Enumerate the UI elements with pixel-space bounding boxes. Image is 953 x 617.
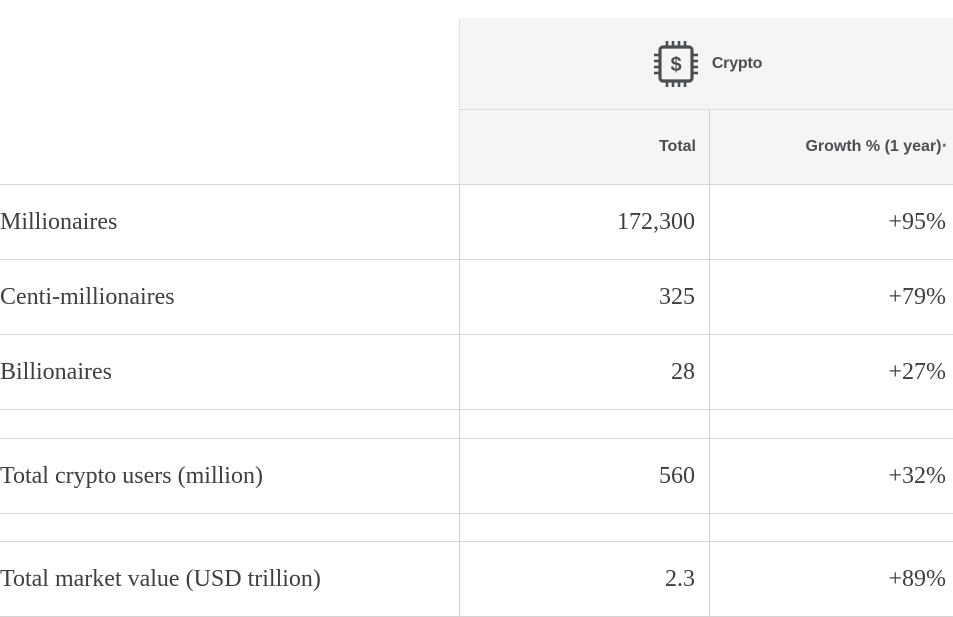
row-divider: [0, 184, 953, 185]
footnote-marker: *: [942, 142, 946, 152]
column-divider-total-growth: [709, 110, 710, 617]
table-row-centi-millionaires: Centi-millionaires 325 +79%: [0, 260, 953, 334]
column-header-total-label: Total: [658, 138, 696, 155]
row-divider: [0, 259, 953, 260]
growth-value: +89%: [888, 565, 946, 592]
total-value: 560: [659, 462, 695, 489]
growth-value: +95%: [888, 208, 946, 235]
total-value: 172,300: [617, 208, 695, 235]
column-divider-label-total: [459, 184, 460, 617]
table-row-millionaires: Millionaires 172,300 +95%: [0, 185, 953, 259]
row-label: Total market value (USD trillion): [0, 565, 321, 592]
crypto-column-group-header: $ Crypto: [459, 18, 953, 109]
table-row-billionaires: Billionaires 28 +27%: [0, 335, 953, 409]
row-divider: [0, 513, 953, 514]
row-divider: [0, 541, 953, 542]
total-value: 2.3: [665, 565, 695, 592]
row-divider: [0, 334, 953, 335]
row-label: Centi-millionaires: [0, 283, 175, 310]
row-label: Billionaires: [0, 358, 112, 385]
chip-dollar-icon: $: [650, 38, 702, 90]
growth-value: +79%: [888, 283, 946, 310]
header-divider: [459, 109, 953, 110]
table-header-background: [459, 18, 953, 184]
row-divider: [0, 409, 953, 410]
total-value: 325: [659, 283, 695, 310]
growth-value: +32%: [888, 462, 946, 489]
growth-value: +27%: [888, 358, 946, 385]
crypto-group-label: Crypto: [711, 54, 763, 72]
row-label: Total crypto users (million): [0, 462, 263, 489]
column-header-total: Total: [459, 110, 709, 184]
column-header-growth-label: Growth % (1 year): [805, 138, 942, 155]
table-row-crypto-users: Total crypto users (million) 560 +32%: [0, 439, 953, 513]
total-value: 28: [671, 358, 695, 385]
row-divider: [0, 438, 953, 439]
row-label: Millionaires: [0, 208, 118, 235]
column-header-growth: Growth % (1 year) *: [709, 110, 953, 184]
svg-text:$: $: [670, 54, 681, 76]
table-row-market-value: Total market value (USD trillion) 2.3 +8…: [0, 542, 953, 616]
